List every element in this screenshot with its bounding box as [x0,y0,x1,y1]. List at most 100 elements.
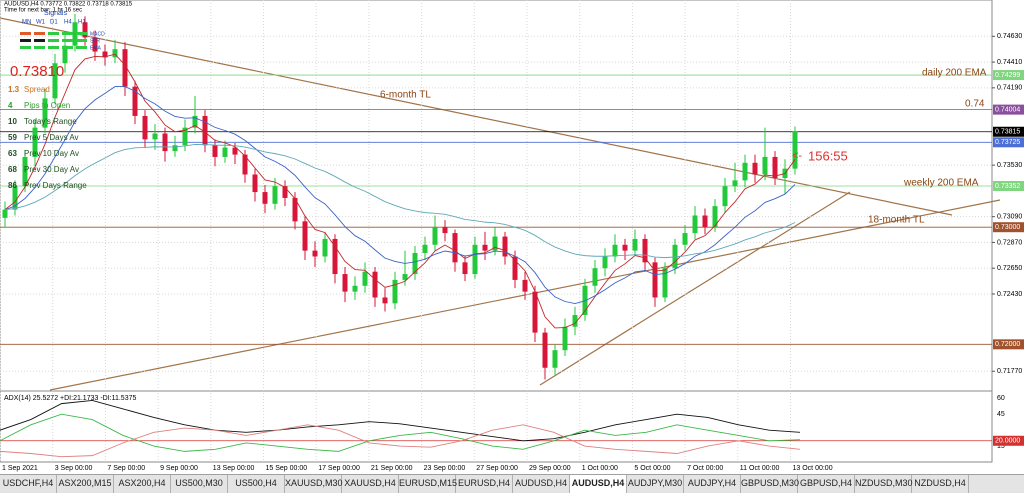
candle-body [22,156,28,187]
chart-tab[interactable]: GBPUSD,M30 [741,475,799,493]
candle-body [182,127,188,146]
x-tick-label: 15 Sep 00:00 [266,465,308,472]
candle-body [102,51,108,58]
chart-tab[interactable]: USDCHF,H4 [0,475,57,493]
ema-label: weekly 200 EMA [903,178,979,189]
candle-body [612,244,618,257]
chart-tab[interactable]: NZDUSD,M30 [855,475,913,493]
chart-tab[interactable]: XAUUSD,M30 [285,475,343,493]
candle-body [532,291,538,333]
indicator-label: EMA [90,45,102,51]
chart-tab[interactable]: NZDUSD,H4 [912,475,969,493]
candle-body [82,22,88,38]
moving-average [4,53,796,329]
candle-body [652,262,658,298]
candle-body [622,244,628,251]
price-label: 0.73352 [995,183,1020,190]
candle-body [222,147,228,157]
price-label: 0.74004 [995,106,1020,113]
candle-body [122,49,128,87]
y-tick-label: 0.73530 [997,162,1022,169]
candle-body [462,262,468,275]
chart-tab[interactable]: XAUUSD,H4 [342,475,399,493]
candle-body [162,133,168,152]
adx-tick-label: 15 [997,443,1005,450]
bar-countdown: 156:55 [808,148,848,163]
candle-body [662,268,668,298]
chart-tab[interactable]: AUDJPY,M30 [627,475,684,493]
chart-tab[interactable]: US500,H4 [228,475,285,493]
chart-tab[interactable]: ASX200,M15 [57,475,114,493]
timeframe-label: D1 [50,20,58,26]
y-tick-label: 0.74630 [997,33,1022,40]
price-label-box [993,222,1024,233]
candle-body [422,244,428,253]
price-label: 0.72000 [995,341,1020,348]
price-label-box [993,126,1024,137]
candle-body [522,279,528,292]
signals-title: Signals [44,10,67,17]
candle-body [512,256,518,280]
signal-cell [48,39,59,42]
candle-body [492,236,498,251]
signal-cell [76,32,87,35]
price-label: 0.73725 [995,139,1020,146]
adx-tick-label: 60 [997,395,1005,402]
signal-cell [34,32,45,35]
chart-tab[interactable]: US500,M30 [171,475,228,493]
signal-cell [34,39,45,42]
chart-tab[interactable]: EURUSD,M15 [399,475,457,493]
y-tick-label: 0.72870 [997,239,1022,246]
trendline-label: 6-month TL [380,90,431,101]
x-tick-label: 13 Oct 00:00 [793,465,833,472]
trendline-label: 18-month TL [868,215,925,226]
candle-body [132,86,138,116]
timeframe-label: W1 [36,20,46,26]
candle-body [442,227,448,234]
chart-tab[interactable]: AUDUSD,H4 [570,475,627,493]
candle-body [472,244,478,275]
signal-cell [62,46,73,49]
candle-body [432,227,438,245]
uptrend-line [539,191,851,386]
candle-body [272,186,278,204]
adx-level-label: 20.0000 [995,438,1020,445]
adx-line [0,424,801,458]
chart-tab[interactable]: AUDUSD,H4 [513,475,570,493]
candle-body [212,145,218,157]
candle-body [672,244,678,269]
signal-cell [20,39,31,42]
y-tick-label: 0.72430 [997,291,1022,298]
x-tick-label: 13 Sep 00:00 [213,465,255,472]
info-label: Prev 5 Days Av [24,133,79,142]
chart-tab[interactable]: ASX200,H4 [114,475,171,493]
candle-body [192,115,198,128]
candle-body [92,37,98,52]
candle-body [702,215,708,228]
tab-bar: USDCHF,H4 ASX200,M15 ASX200,H4 US500,M30 US5… [0,474,1024,493]
candle-body [242,154,248,175]
x-tick-label: 3 Sep 00:00 [55,465,93,472]
chart-tab[interactable]: EURUSD,H4 [456,475,513,493]
info-value: 4 [8,101,13,110]
candle-body [52,63,58,99]
candle-body [202,115,208,146]
timeframe-label: H1 [78,20,86,26]
signal-cell [76,46,87,49]
candle-body [312,250,318,257]
candle-body [2,209,8,218]
signal-cell [20,46,31,49]
candle-body [252,174,258,193]
chart-window: AUDUSD,H4 0.73772 0.73822 0.73718 0.7381… [0,0,1024,472]
x-tick-label: 1 Oct 00:00 [582,465,618,472]
candle-body [752,162,758,175]
candle-body [292,197,298,222]
candle-body [732,180,738,187]
candle-body [632,238,638,251]
info-label: Prev 10 Day Av [24,149,79,158]
chart-tab[interactable]: AUDJPY,H4 [684,475,741,493]
adx-line [0,399,801,442]
candle-body [772,156,778,179]
six-month-trendline [0,17,953,216]
chart-tab[interactable]: GBPUSD,H4 [798,475,855,493]
